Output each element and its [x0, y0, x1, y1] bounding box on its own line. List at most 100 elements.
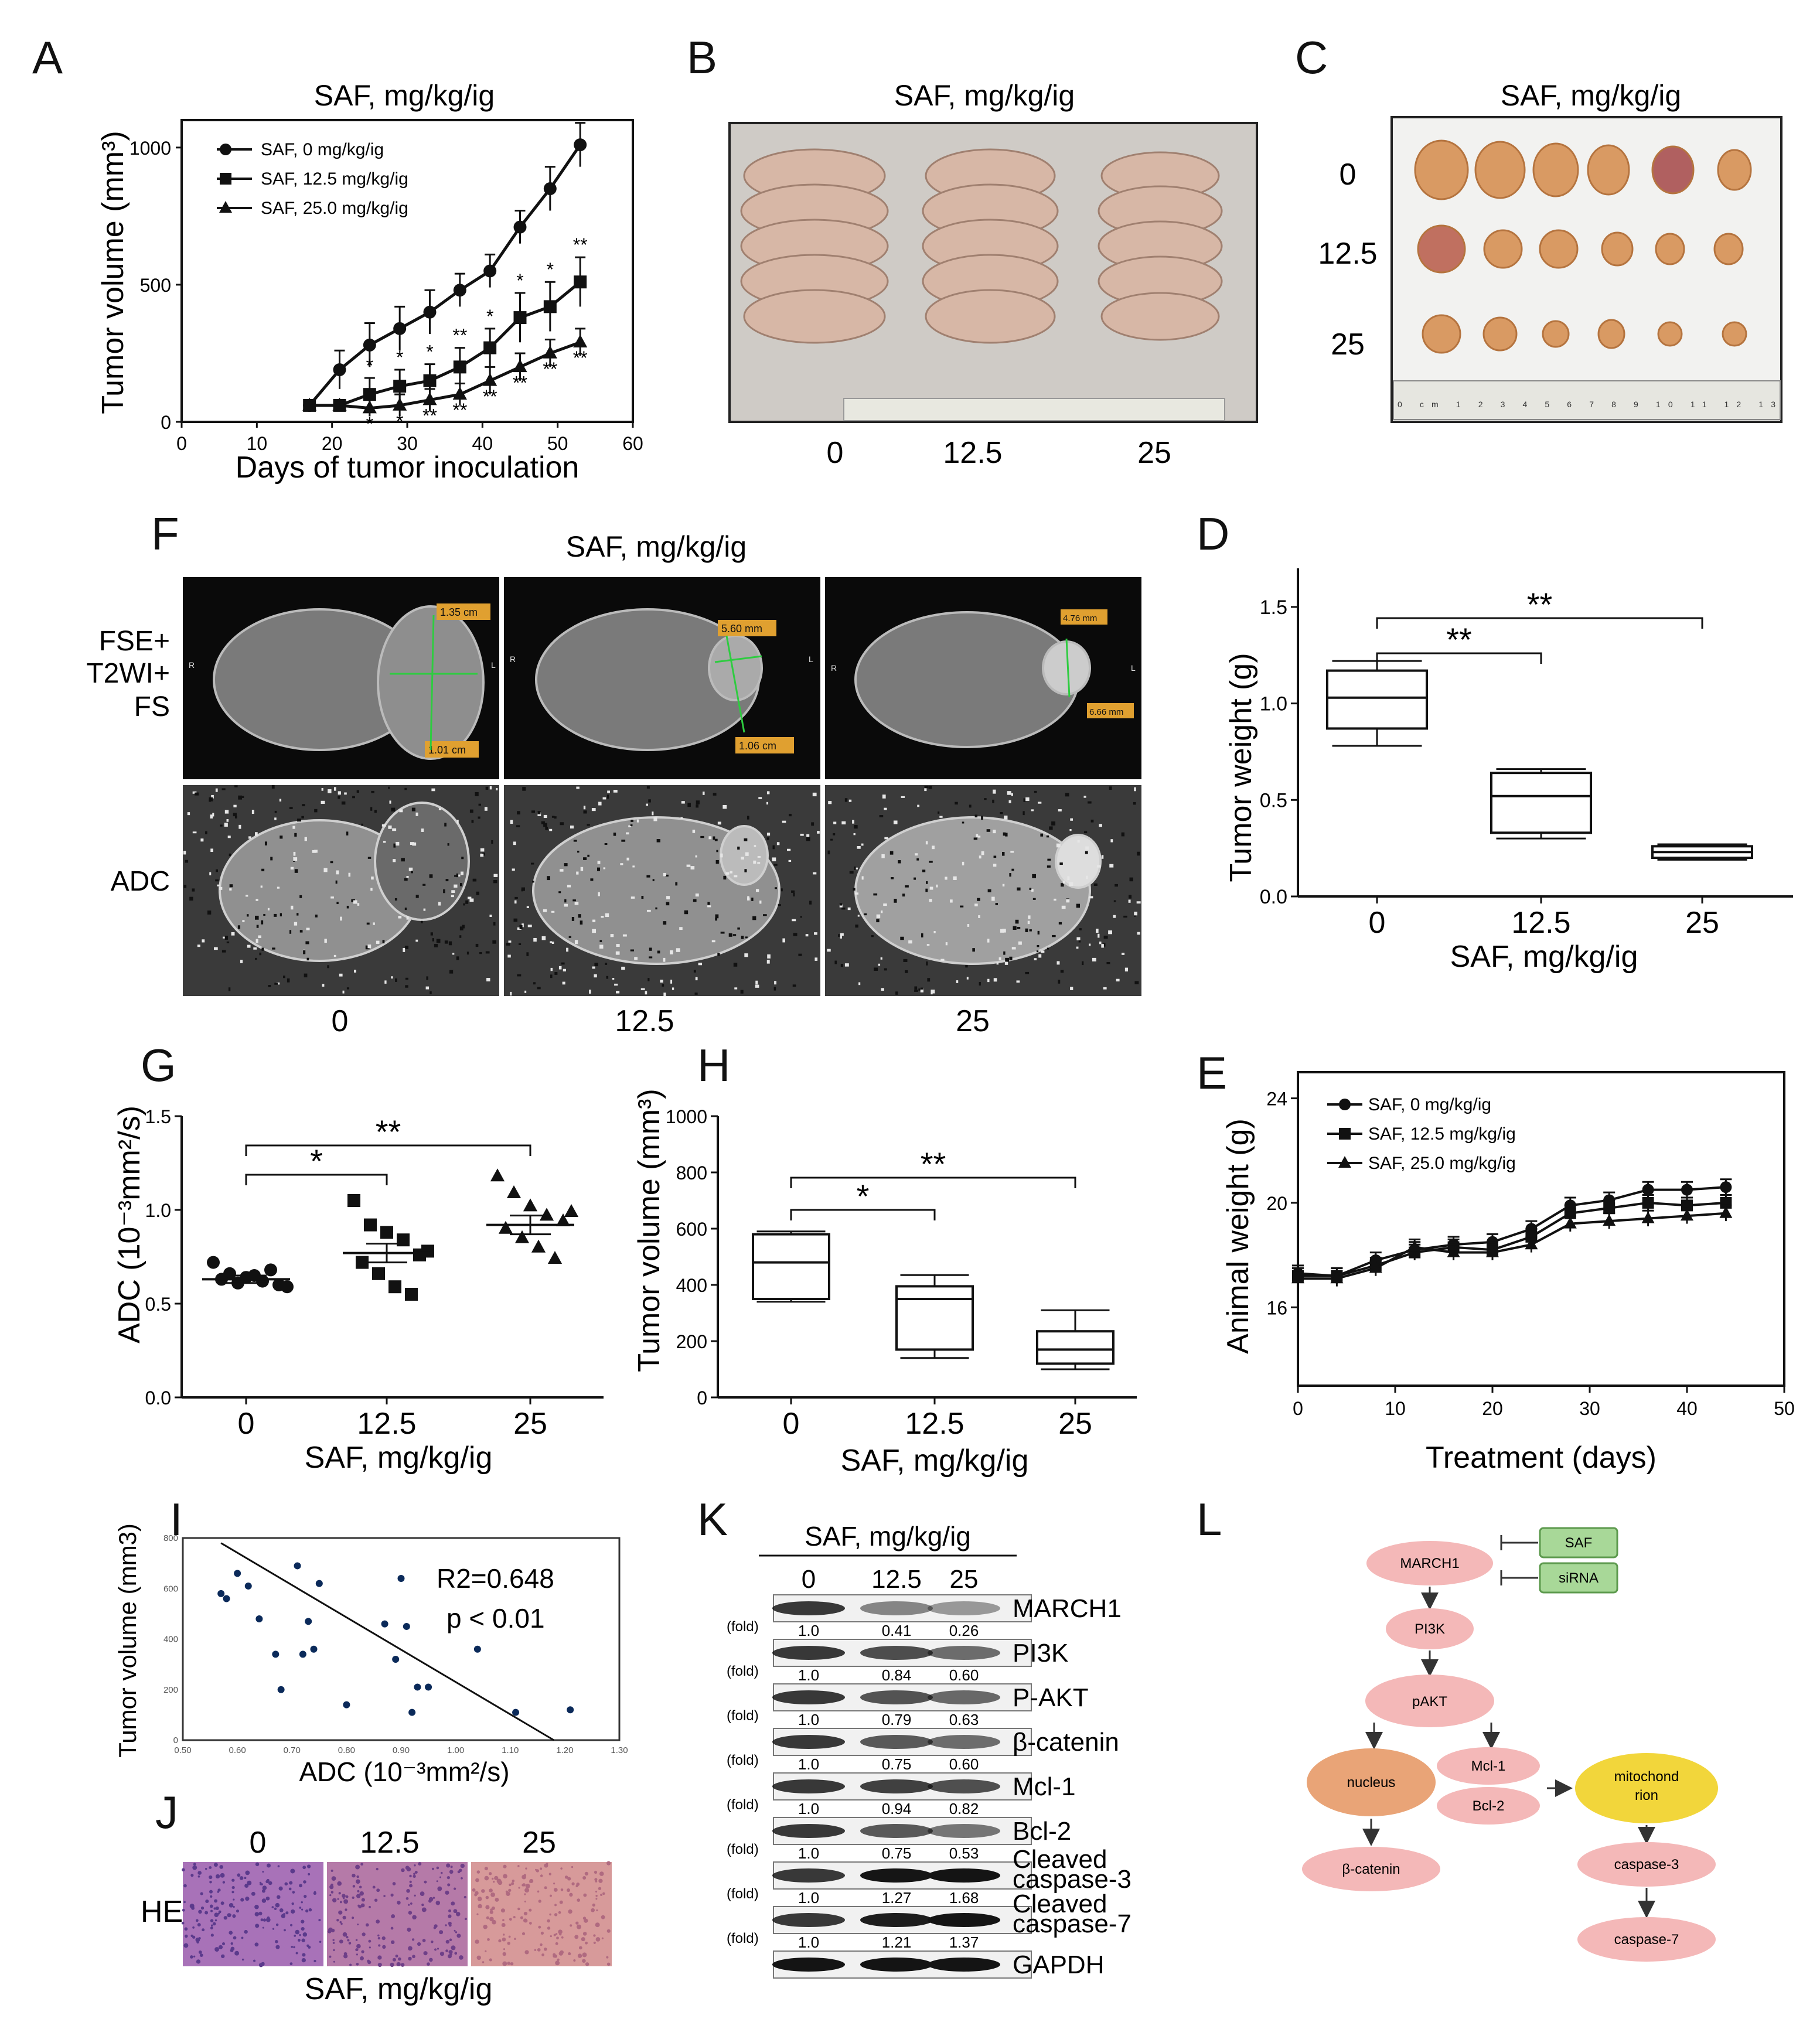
he-nucleus [210, 1933, 214, 1937]
he-nucleus [582, 1917, 587, 1920]
adc-speckle [962, 861, 964, 865]
adc-speckle [599, 940, 602, 942]
adc-speckle [713, 836, 715, 840]
y-tick-label: 16 [1266, 1297, 1287, 1318]
adc-speckle [696, 800, 700, 804]
panel-letter-e: E [1197, 1047, 1227, 1099]
adc-speckle [234, 816, 237, 819]
adc-speckle [475, 943, 479, 947]
adc-speckle [1046, 835, 1049, 838]
panel-d-ylabel: Tumor weight (g) [1224, 653, 1258, 882]
blot-band [860, 1646, 933, 1660]
data-point [294, 1562, 301, 1570]
he-nucleus [236, 1909, 240, 1913]
adc-speckle [926, 961, 928, 966]
blot-band [860, 1913, 933, 1927]
he-nucleus [494, 1875, 499, 1880]
he-nucleus [503, 1864, 507, 1868]
adc-speckle [574, 940, 578, 944]
he-nucleus [560, 1888, 564, 1891]
adc-speckle [217, 884, 220, 886]
he-nucleus [595, 1937, 601, 1942]
panel-c-row-0: 0 [1340, 158, 1357, 192]
adc-speckle [224, 935, 229, 940]
fold-value: 0.82 [949, 1800, 979, 1817]
adc-speckle [773, 987, 776, 991]
data-point [244, 1582, 252, 1590]
panel-letter-f: F [151, 508, 179, 560]
adc-speckle [728, 933, 732, 937]
he-nucleus [306, 1944, 309, 1948]
panel-d: 0.00.51.01.50 12.5 25**** SAF, mg/kg/ig Tu… [1224, 568, 1793, 974]
adc-speckle [294, 833, 297, 837]
adc-speckle [533, 982, 536, 985]
adc-speckle [1025, 971, 1030, 974]
adc-speckle [840, 964, 843, 967]
adc-speckle [572, 899, 576, 902]
adc-speckle [931, 989, 935, 994]
adc-speckle [606, 976, 609, 979]
adc-speckle [998, 957, 1001, 960]
data-point [513, 359, 527, 373]
he-nucleus [486, 1916, 489, 1919]
node-mito-label-2: rion [1635, 1788, 1658, 1803]
adc-speckle [291, 905, 294, 910]
data-point [543, 182, 557, 196]
he-nucleus [337, 1881, 342, 1886]
panel-j-col-0: 0 [250, 1826, 267, 1860]
adc-speckle [476, 891, 479, 895]
he-nucleus [401, 1868, 405, 1873]
adc-speckle [255, 899, 258, 901]
adc-speckle [914, 986, 918, 990]
data-point [483, 264, 497, 278]
he-nucleus [461, 1877, 463, 1880]
adc-speckle [1004, 815, 1008, 820]
he-nucleus [198, 1937, 201, 1940]
he-nucleus [437, 1948, 439, 1950]
adc-speckle [366, 922, 370, 925]
he-nucleus [279, 1908, 284, 1912]
adc-speckle [895, 991, 898, 995]
x-tick-label: 10 [247, 433, 268, 454]
data-point [1681, 1209, 1693, 1221]
significance-mark: ** [1527, 586, 1553, 623]
panel-letter-g: G [141, 1039, 176, 1091]
adc-speckle [806, 834, 810, 837]
adc-speckle [991, 896, 995, 901]
he-nucleus [333, 1960, 335, 1963]
adc-speckle [920, 987, 923, 990]
protein-label: Bcl-2 [1013, 1817, 1071, 1846]
adc-speckle [857, 915, 860, 917]
data-point [333, 363, 346, 377]
x-tick-label: 0.50 [174, 1745, 191, 1755]
box [1490, 772, 1592, 834]
he-nucleus [277, 1895, 281, 1900]
adc-speckle [987, 978, 990, 983]
adc-speckle [800, 916, 802, 918]
he-nucleus [476, 1913, 479, 1915]
he-nucleus [502, 1961, 507, 1966]
x-tick-label: 50 [1774, 1398, 1795, 1419]
he-nucleus [330, 1869, 333, 1872]
adc-speckle [1098, 933, 1100, 938]
data-point [1525, 1237, 1538, 1250]
adc-speckle [558, 966, 562, 970]
adc-speckle [621, 966, 625, 970]
adc-speckle [660, 980, 663, 983]
he-nucleus [359, 1891, 364, 1896]
adc-speckle [475, 792, 479, 796]
he-nucleus [553, 1883, 555, 1885]
adc-speckle [861, 876, 864, 880]
data-point [223, 1595, 230, 1602]
data-point [531, 1239, 546, 1253]
adc-speckle [853, 888, 856, 891]
adc-speckle [663, 993, 666, 997]
adc-speckle [648, 799, 651, 803]
he-nucleus [423, 1951, 428, 1956]
he-nucleus [352, 1885, 356, 1888]
adc-speckle [695, 855, 697, 858]
adc-speckle [987, 939, 990, 943]
blot-band [772, 1824, 845, 1838]
he-nucleus [577, 1898, 581, 1902]
adc-speckle [484, 807, 488, 811]
